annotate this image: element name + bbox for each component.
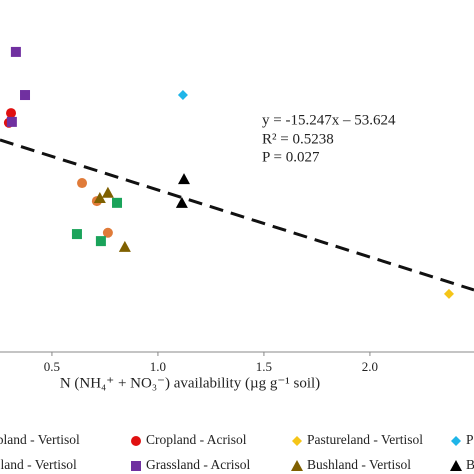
point (20, 90, 31, 101)
x-tick-label: 1.5 (256, 359, 272, 374)
legend-label: opland - Vertisol (0, 432, 80, 447)
p-value: P = 0.027 (262, 149, 320, 165)
equation: y = -15.247x – 53.624 (262, 112, 396, 128)
point (95, 236, 106, 247)
point (177, 90, 188, 101)
legend-label: B (466, 457, 474, 472)
point (102, 227, 113, 238)
legend-label: Pa (466, 432, 474, 447)
legend-marker (450, 460, 462, 471)
legend-label: Grassland - Acrisol (146, 457, 250, 472)
x-tick-label: 0.5 (44, 359, 60, 374)
point (93, 192, 106, 203)
point (118, 240, 131, 252)
legend-marker (291, 460, 303, 471)
legend-label: ssland - Vertisol (0, 457, 77, 472)
legend-label: Cropland - Acrisol (146, 432, 247, 447)
point (6, 116, 17, 127)
legend-label: Pastureland - Vertisol (307, 432, 423, 447)
r-squared: R² = 0.5238 (262, 131, 334, 147)
point (443, 288, 454, 299)
legend-label: Bushland - Vertisol (307, 457, 411, 472)
point (175, 196, 188, 208)
legend-marker (451, 436, 461, 446)
legend-marker (131, 436, 141, 446)
point (112, 197, 123, 208)
x-tick-label: 1.0 (150, 359, 166, 374)
trendline (0, 138, 474, 292)
point (71, 229, 82, 240)
point (178, 173, 191, 185)
legend-marker (292, 436, 302, 446)
x-tick-label: 2.0 (362, 359, 378, 374)
point (101, 186, 114, 198)
legend-marker (131, 461, 141, 471)
x-axis-label: N (NH₄⁺ + NO₃⁻) availability (µg g⁻¹ soi… (60, 375, 320, 391)
point (10, 46, 21, 57)
point (77, 178, 88, 189)
point (6, 108, 17, 119)
